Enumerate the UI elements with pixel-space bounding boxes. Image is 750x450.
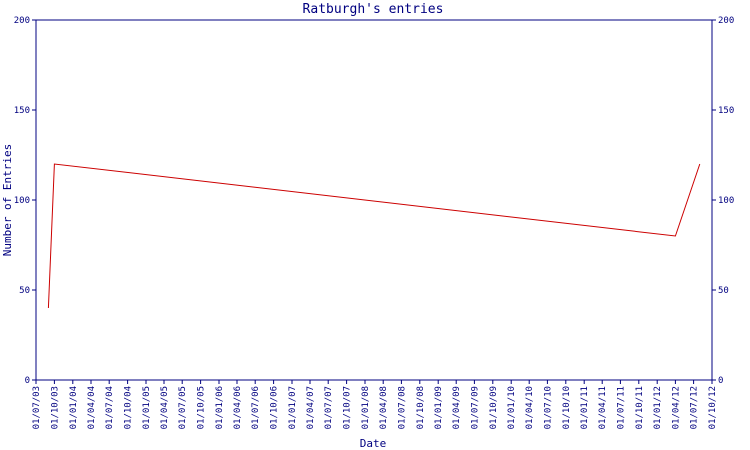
y-tick-label: 0 [25,376,30,386]
x-tick-label: 01/10/05 [197,386,207,429]
data-line [47,163,701,309]
x-tick-label: 01/01/12 [653,386,663,429]
x-tick-label: 01/10/06 [270,386,280,429]
x-tick-label: 01/07/11 [616,386,626,429]
x-tick-label: 01/04/08 [379,386,389,429]
x-tick-label: 01/01/10 [507,386,517,429]
y-tick-label: 150 [14,106,30,116]
x-tick-label: 01/07/07 [324,386,334,429]
x-tick-label: 01/04/05 [160,386,170,429]
x-tick-label: 01/07/09 [470,386,480,429]
y2-tick-label: 50 [718,286,729,296]
x-tick-label: 01/10/07 [343,386,353,429]
x-tick-label: 01/04/06 [233,386,243,429]
x-tick-label: 01/07/06 [251,386,261,429]
x-tick-label: 01/01/07 [288,386,298,429]
x-tick-label: 01/01/04 [69,386,79,429]
x-tick-label: 01/10/11 [635,386,645,429]
x-tick-label: 01/01/11 [580,386,590,429]
y2-tick-label: 200 [718,16,734,26]
x-axis-label: Date [360,437,387,450]
x-tick-label: 01/04/07 [306,386,316,429]
x-tick-label: 01/07/10 [543,386,553,429]
x-tick-label: 01/10/04 [124,386,134,429]
x-tick-label: 01/07/12 [690,386,700,429]
chart-title: Ratburgh's entries [303,2,444,17]
y-tick-label: 100 [14,196,30,206]
y2-tick-label: 100 [718,196,734,206]
x-tick-label: 01/04/04 [87,386,97,429]
y-tick-label: 50 [19,286,30,296]
y2-tick-label: 150 [718,106,734,116]
x-tick-label: 01/01/08 [361,386,371,429]
x-tick-label: 01/10/12 [708,386,718,429]
x-tick-label: 01/10/03 [50,386,60,429]
y-axis-label: Number of Entries [1,144,14,257]
x-tick-label: 01/07/03 [32,386,42,429]
y2-tick-label: 0 [718,376,723,386]
x-tick-label: 01/04/09 [452,386,462,429]
x-tick-label: 01/10/10 [562,386,572,429]
y-tick-label: 200 [14,16,30,26]
x-tick-label: 01/01/05 [142,386,152,429]
x-tick-label: 01/04/11 [598,386,608,429]
x-tick-label: 01/07/05 [178,386,188,429]
x-tick-label: 01/10/08 [416,386,426,429]
x-tick-label: 01/01/09 [434,386,444,429]
x-tick-label: 01/04/10 [525,386,535,429]
x-tick-label: 01/01/06 [215,386,225,429]
plot-frame [35,19,713,381]
x-tick-label: 01/10/09 [489,386,499,429]
x-tick-label: 01/07/08 [397,386,407,429]
x-tick-label: 01/07/04 [105,386,115,429]
x-tick-label: 01/04/12 [671,386,681,429]
